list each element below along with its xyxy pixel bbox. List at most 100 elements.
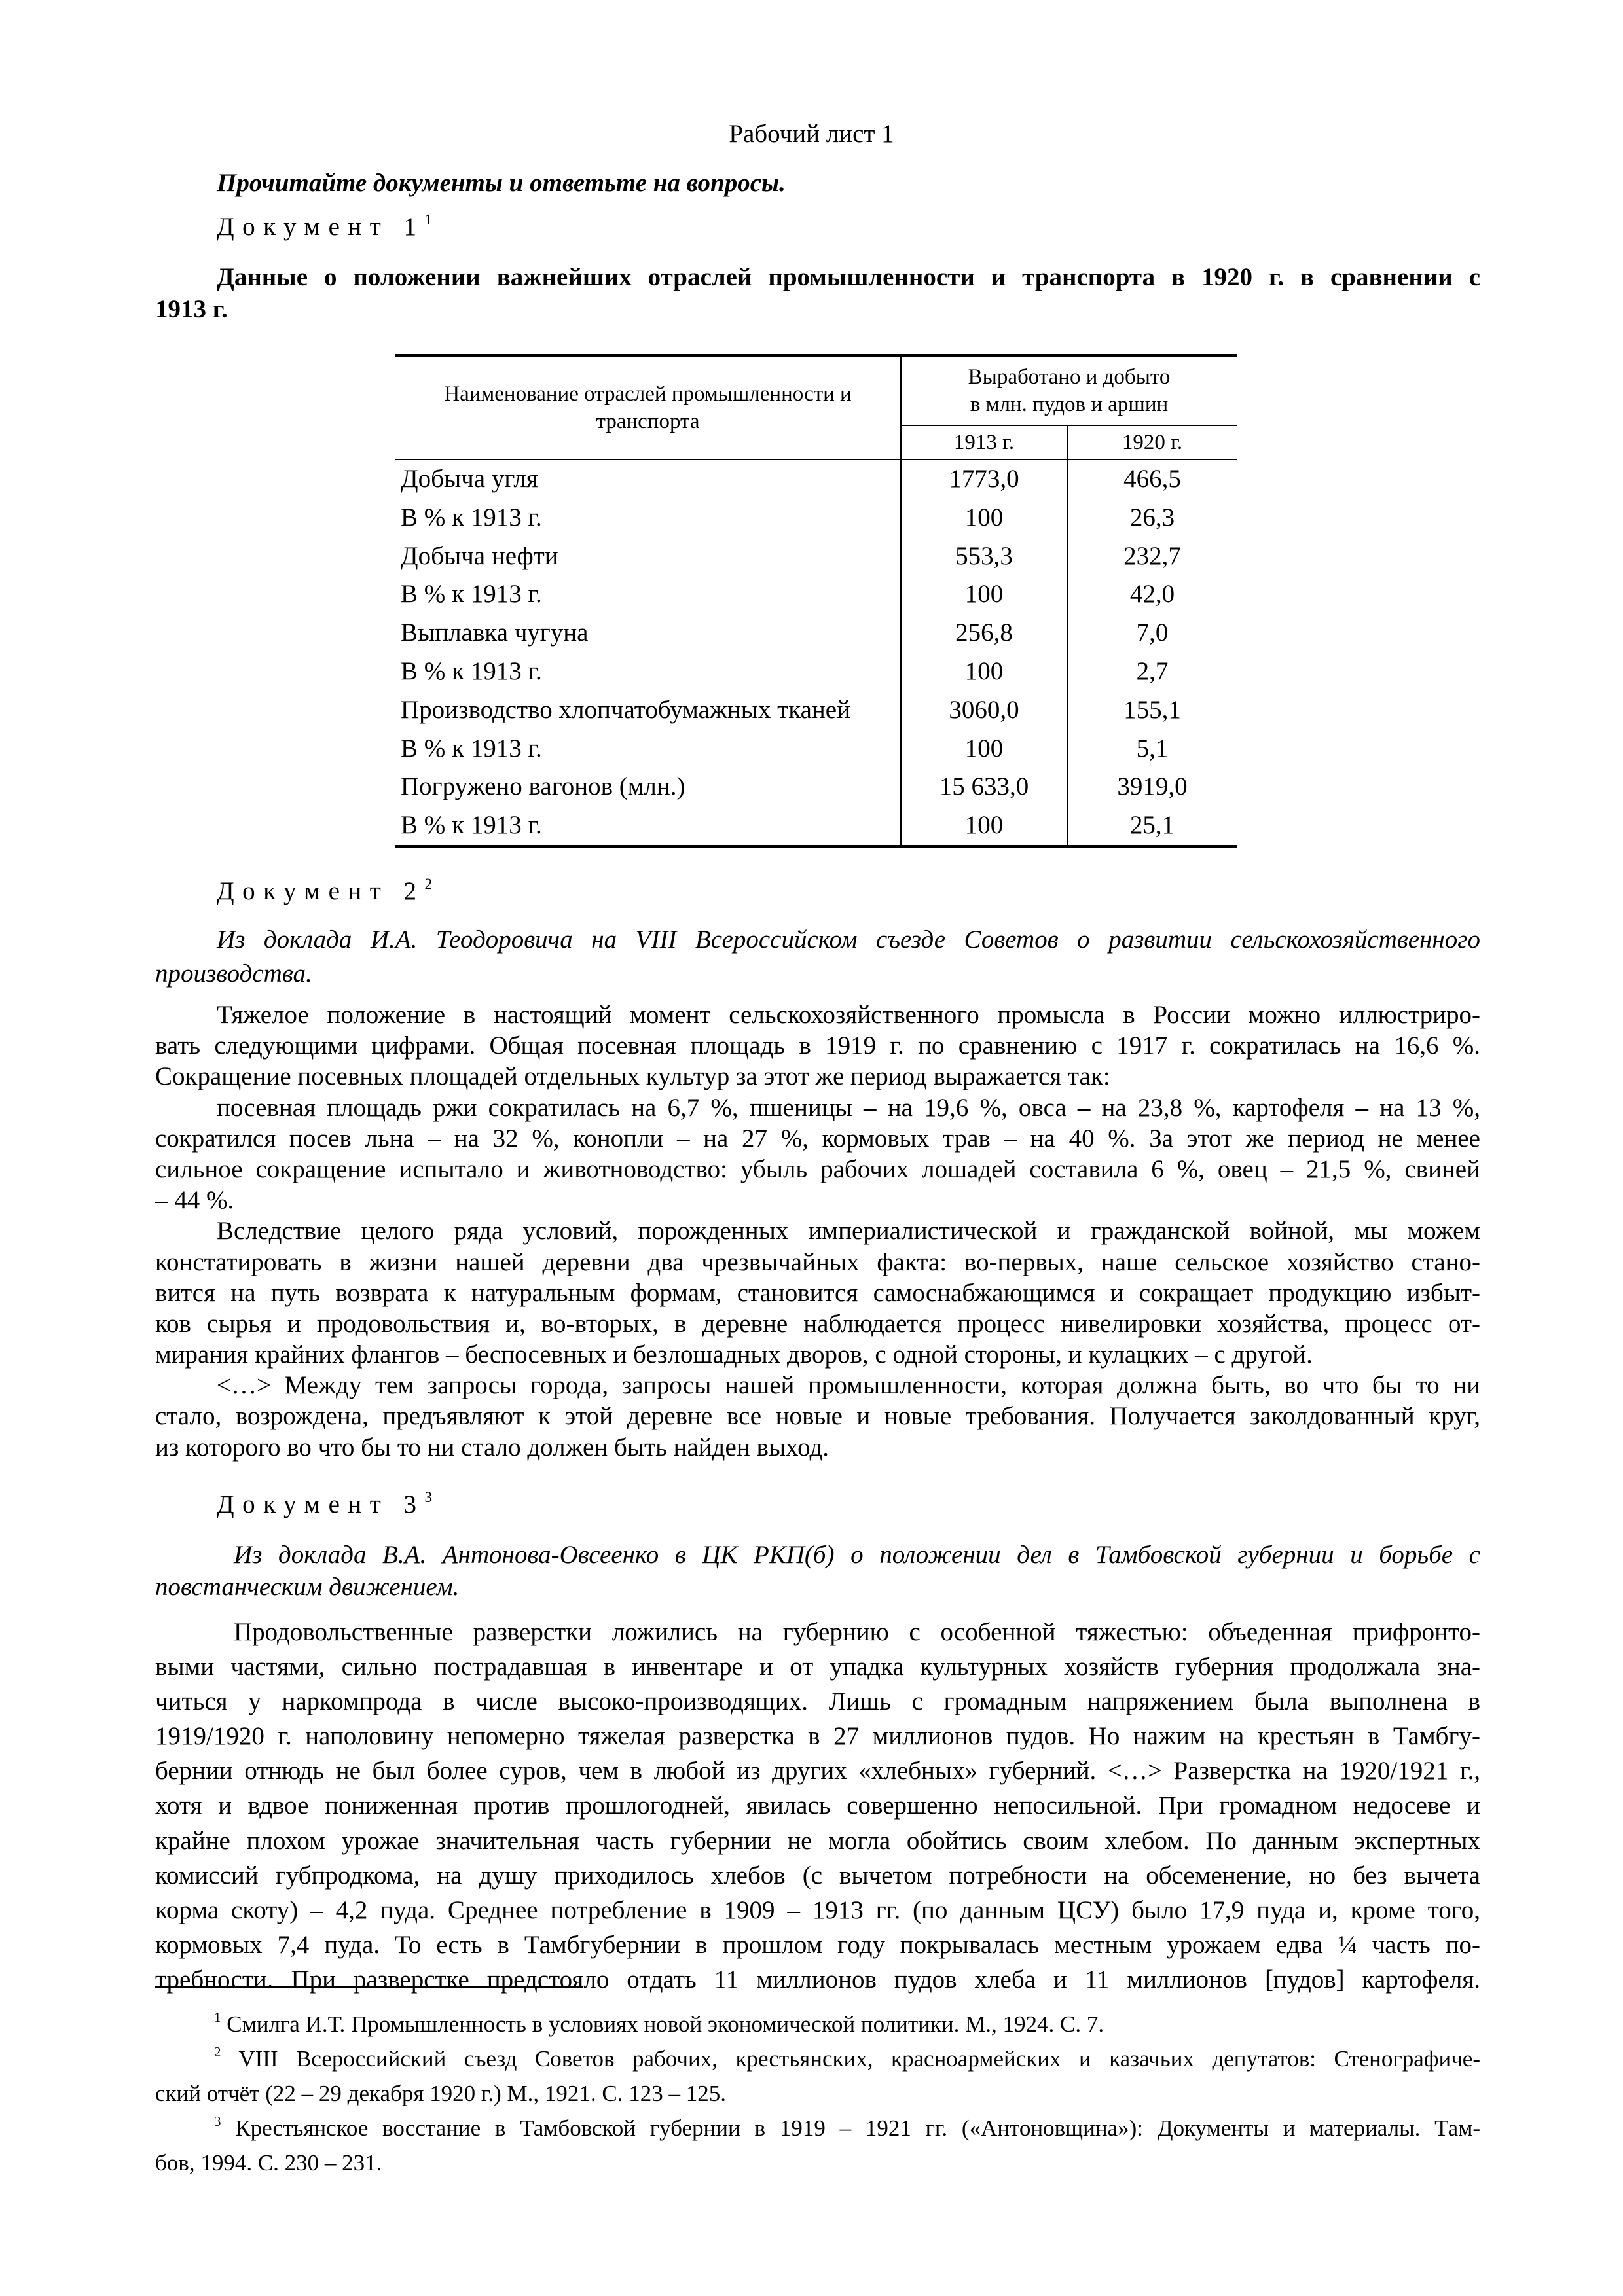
text-line: посевная площадь ржи сократилась на 6,7 … <box>217 1093 1480 1122</box>
doc2-body: Тяжелое положение в настоящий момент сел… <box>155 999 1480 1463</box>
table-row: В % к 1913 г. 100 42,0 <box>395 575 1237 615</box>
doc2-label: Документ 22 <box>217 876 432 906</box>
text-line: сильное сокращение испытало и животновод… <box>155 1155 1480 1183</box>
col-header-1913: 1913 г. <box>900 425 1067 459</box>
text-line: ков сырья и продовольствия и, во-вторых,… <box>155 1309 1480 1338</box>
footnote-text: VIII Всероссийский съезд Советов рабочих… <box>238 2046 1480 2072</box>
cell-1920: 232,7 <box>1067 537 1237 576</box>
cell-sector: В % к 1913 г. <box>401 811 542 840</box>
text-line: кормовых 7,4 пуда. То есть в Тамбгуберни… <box>155 1930 1480 1959</box>
cell-1920: 2,7 <box>1067 652 1237 691</box>
col-header-sector: Наименование отраслей промышленности и т… <box>444 382 852 433</box>
intro-line: Из доклада И.А. Теодоровича на VIII Всер… <box>217 925 1480 954</box>
text-line: крайне плохом урожае значительная часть … <box>155 1826 1480 1855</box>
text-line: Сокращение посевных площадей отдельных к… <box>155 1062 1110 1091</box>
cell-1920: 3919,0 <box>1067 768 1237 807</box>
doc3-label: Документ 33 <box>217 1488 433 1519</box>
cell-1913: 256,8 <box>900 614 1067 653</box>
text-line: читься у наркомпрода в числе высоко-прои… <box>155 1687 1480 1716</box>
footnote-ref: 2 <box>424 875 433 893</box>
text-line: Продовольственные разверстки ложились на… <box>234 1618 1480 1646</box>
intro-line: повстанческим движением. <box>155 1573 460 1601</box>
cell-1920: 7,0 <box>1067 614 1237 653</box>
text-line: стало, возрождена, предъявляют к этой де… <box>155 1402 1480 1431</box>
table-row: Производство хлопчатобумажных тканей 3060… <box>395 691 1237 730</box>
text-line: сократился посев льна – на 32 %, конопли… <box>155 1124 1480 1153</box>
cell-1920: 26,3 <box>1067 498 1237 537</box>
footnote-divider <box>155 1986 583 1988</box>
text-line: требности. При разверстке предстояло отд… <box>155 1965 1480 1994</box>
text-line: комиссий губпродкома, на душу приходилос… <box>155 1861 1480 1890</box>
cell-1920: 5,1 <box>1067 729 1237 768</box>
instruction: Прочитайте документы и ответьте на вопро… <box>217 169 786 197</box>
cell-sector: Добыча нефти <box>401 541 558 570</box>
footnotes: 1 Смилга И.Т. Промышленность в условиях … <box>155 2007 1480 2180</box>
text-line: вать следующими цифрами. Общая посевная … <box>155 1031 1480 1060</box>
text-line: Тяжелое положение в настоящий момент сел… <box>217 1001 1480 1029</box>
table-row: Погружено вагонов (млн.) 15 633,0 3919,0 <box>395 768 1237 807</box>
cell-1920: 42,0 <box>1067 575 1237 615</box>
footnote-number: 2 <box>214 2044 221 2060</box>
cell-1920: 25,1 <box>1067 806 1237 846</box>
footnote-line: 2 VIII Всероссийский съезд Советов рабоч… <box>155 2041 1480 2076</box>
col-header-output: Выработано и добыто в млн. пудов и аршин <box>900 355 1237 425</box>
text-line: бернии отнюдь не был более суров, чем в … <box>155 1757 1480 1785</box>
text-line: <…> Между тем запросы города, запросы на… <box>217 1371 1480 1400</box>
doc3-body: Продовольственные разверстки ложились на… <box>155 1615 1480 1997</box>
table-row: Добыча нефти 553,3 232,7 <box>395 537 1237 576</box>
footnote-line: 3 Крестьянское восстание в Тамбовской гу… <box>155 2111 1480 2145</box>
cell-1913: 1773,0 <box>900 459 1067 499</box>
text-line: 1919/1920 г. наполовину непомерно тяжела… <box>155 1722 1480 1751</box>
intro-line: производства. <box>155 960 312 988</box>
text-line: мирания крайних флангов – беспосевных и … <box>155 1340 1313 1369</box>
doc1-label-text: Документ 1 <box>217 213 425 241</box>
footnote-line: 1 Смилга И.Т. Промышленность в условиях … <box>155 2007 1480 2041</box>
cell-sector: Погружено вагонов (млн.) <box>401 772 685 801</box>
doc3-label-text: Документ 3 <box>217 1490 425 1518</box>
doc3-intro: Из доклада В.А. Антонова-Овсеенко в ЦК Р… <box>155 1539 1480 1603</box>
cell-1913: 553,3 <box>900 537 1067 576</box>
cell-sector: В % к 1913 г. <box>401 503 542 531</box>
text-line: выми частями, сильно пострадавшая в инве… <box>155 1653 1480 1681</box>
text-line: вится на путь возврата к натуральным фор… <box>155 1278 1480 1307</box>
heading-line: Данные о положении важнейших отраслей пр… <box>217 263 1480 291</box>
footnote-number: 1 <box>214 2009 221 2026</box>
text-line: – 44 %. <box>155 1186 234 1215</box>
cell-1913: 100 <box>900 498 1067 537</box>
footnote-number: 3 <box>214 2113 221 2130</box>
industry-table: Наименование отраслей промышленности и т… <box>395 354 1237 848</box>
cell-sector: В % к 1913 г. <box>401 734 542 762</box>
cell-1920: 155,1 <box>1067 691 1237 730</box>
table-row: Добыча угля 1773,0 466,5 <box>395 459 1237 499</box>
cell-sector: Добыча угля <box>401 465 538 493</box>
footnote-line: бов, 1994. С. 230 – 231. <box>155 2150 382 2176</box>
table-row: Выплавка чугуна 256,8 7,0 <box>395 614 1237 653</box>
table-row: В % к 1913 г. 100 25,1 <box>395 806 1237 846</box>
footnote-line: ский отчёт (22 – 29 декабря 1920 г.) М.,… <box>155 2081 726 2106</box>
text-line: констатировать в жизни нашей деревни два… <box>155 1247 1480 1276</box>
intro-line: Из доклада В.А. Антонова-Овсеенко в ЦК Р… <box>234 1541 1480 1569</box>
cell-1913: 100 <box>900 652 1067 691</box>
footnote-ref: 3 <box>424 1488 433 1506</box>
footnote-text: Смилга И.Т. Промышленность в условиях но… <box>227 2011 1104 2037</box>
footnote-text: Крестьянское восстание в Тамбовской губе… <box>235 2115 1480 2141</box>
table-row: В % к 1913 г. 100 2,7 <box>395 652 1237 691</box>
text-line: хотя и вдвое пониженная против прошлогод… <box>155 1791 1480 1820</box>
cell-sector: В % к 1913 г. <box>401 580 542 609</box>
cell-1913: 15 633,0 <box>900 768 1067 807</box>
footnote-ref: 1 <box>424 211 433 228</box>
text-line: из которого во что бы то ни стало должен… <box>155 1433 830 1462</box>
cell-1920: 466,5 <box>1067 459 1237 499</box>
cell-sector: Выплавка чугуна <box>401 619 589 647</box>
table-row: В % к 1913 г. 100 26,3 <box>395 498 1237 537</box>
cell-1913: 3060,0 <box>900 691 1067 730</box>
cell-1913: 100 <box>900 729 1067 768</box>
text-line: Вследствие целого ряда условий, порожден… <box>217 1217 1480 1246</box>
cell-sector: Производство хлопчатобумажных тканей <box>401 695 850 724</box>
doc1-label: Документ 11 <box>217 211 433 242</box>
heading-line: 1913 г. <box>155 295 228 323</box>
cell-sector: В % к 1913 г. <box>401 656 542 685</box>
table-row: В % к 1913 г. 100 5,1 <box>395 729 1237 768</box>
text-line: корма скоту) – 4,2 пуда. Среднее потребл… <box>155 1895 1480 1924</box>
doc2-intro: Из доклада И.А. Теодоровича на VIII Всер… <box>155 923 1480 991</box>
